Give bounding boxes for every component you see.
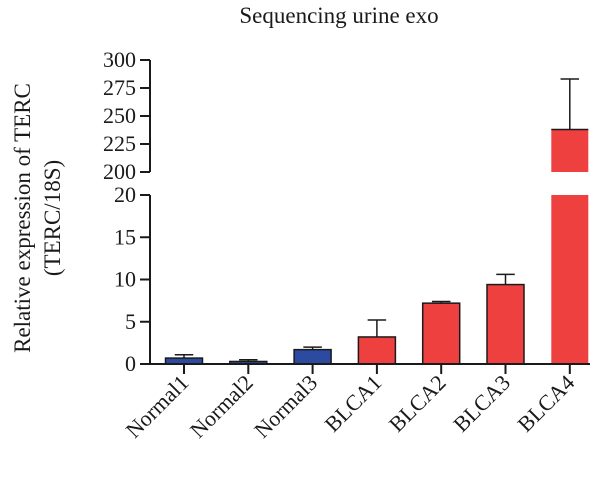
- chart-title: Sequencing urine exo: [239, 3, 438, 28]
- y-tick-label: 20: [114, 182, 136, 207]
- bar-blca2: [421, 302, 461, 365]
- y-tick-label: 15: [114, 224, 136, 249]
- y-tick-label: 275: [103, 75, 136, 100]
- y-tick-label: 0: [125, 351, 136, 376]
- y-axis-label-line2: (TERC/18S): [40, 160, 65, 276]
- x-tick-label: Normal3: [249, 370, 322, 443]
- bar-blca3: [486, 283, 525, 365]
- x-tick-label: BLCA3: [448, 370, 515, 437]
- bar-blca4-lower: [551, 195, 589, 364]
- y-axis-label: Relative expression of TERC (TERC/18S): [10, 83, 65, 353]
- x-tick-label: Normal1: [121, 370, 194, 443]
- y-tick-label: 10: [114, 267, 136, 292]
- x-tick-label: BLCA4: [512, 370, 579, 437]
- y-tick-label: 300: [103, 47, 136, 72]
- bar-normal3: [293, 348, 332, 365]
- x-axis: Normal1Normal2Normal3BLCA1BLCA2BLCA3BLCA…: [121, 363, 590, 443]
- x-tick-label: BLCA2: [384, 370, 451, 437]
- bar-blca1: [357, 336, 397, 365]
- y-tick-label: 200: [103, 159, 136, 184]
- y-tick-label: 5: [125, 309, 136, 334]
- bars-group: [164, 78, 589, 365]
- x-tick-label: BLCA1: [319, 370, 386, 437]
- y-axis-label-line1: Relative expression of TERC: [10, 83, 35, 353]
- y-tick-label: 225: [103, 131, 136, 156]
- y-axis: 200 225 250 275 300 0 5 10 15 20: [103, 47, 151, 376]
- y-tick-label: 250: [103, 103, 136, 128]
- x-tick-label: Normal2: [185, 370, 258, 443]
- bar-blca4-upper: [551, 129, 589, 172]
